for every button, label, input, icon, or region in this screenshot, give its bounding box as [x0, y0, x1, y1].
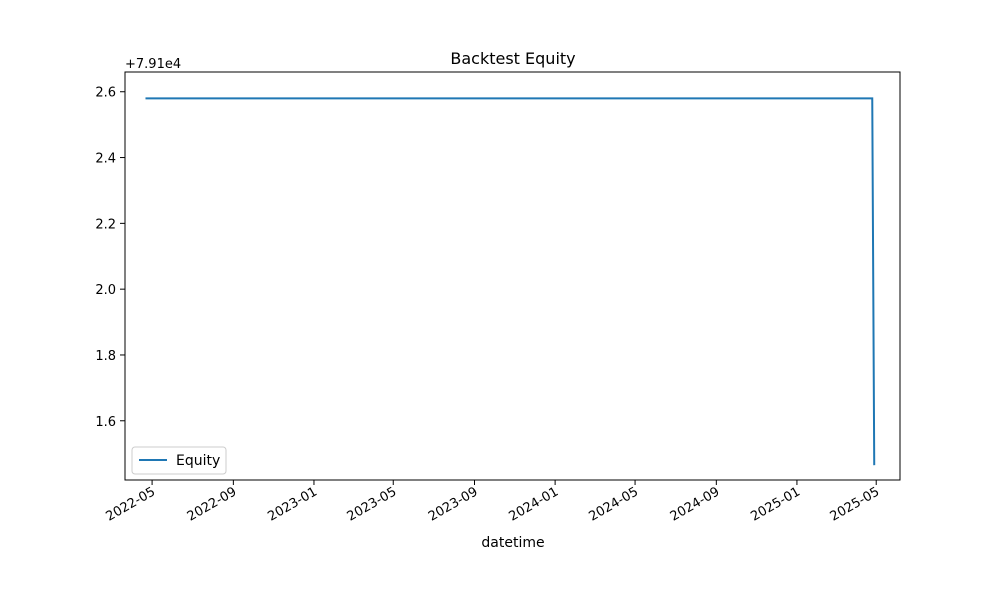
x-tick-label: 2022-09 — [185, 484, 240, 524]
x-axis: 2022-05 2022-09 2023-01 2023-05 2023-09 2024-… — [104, 480, 883, 525]
x-tick-label: 2022-05 — [104, 484, 159, 524]
x-tick-label: 2023-01 — [265, 484, 320, 524]
y-tick-label: 2.4 — [95, 152, 116, 167]
plot-frame — [124, 71, 901, 481]
y-tick-label: 2.2 — [95, 217, 116, 232]
y-tick-label: 2.6 — [95, 86, 116, 101]
y-tick-label: 2.0 — [95, 283, 116, 298]
x-tick-label: 2023-05 — [345, 484, 400, 524]
x-tick-label: 2024-09 — [668, 484, 723, 524]
legend-box — [131, 446, 227, 475]
x-tick-label: 2025-01 — [748, 484, 803, 524]
chart-title: Backtest Equity — [450, 49, 575, 68]
x-tick-label: 2023-09 — [426, 484, 481, 524]
x-tick-label: 2024-01 — [507, 484, 562, 524]
legend: Equity — [131, 446, 227, 475]
y-axis: 1.6 1.8 2.0 2.2 2.4 2.6 — [95, 86, 125, 430]
x-axis-label: datetime — [481, 535, 544, 551]
y-tick-label: 1.6 — [95, 415, 116, 430]
series-line-equity — [145, 97, 876, 466]
x-tick-label: 2024-05 — [587, 484, 642, 524]
y-tick-label: 1.8 — [95, 349, 116, 364]
y-offset-text: +7.91e4 — [125, 57, 181, 72]
plot-area — [145, 97, 876, 466]
legend-label-equity: Equity — [176, 453, 220, 469]
x-tick-label: 2025-05 — [828, 484, 883, 524]
